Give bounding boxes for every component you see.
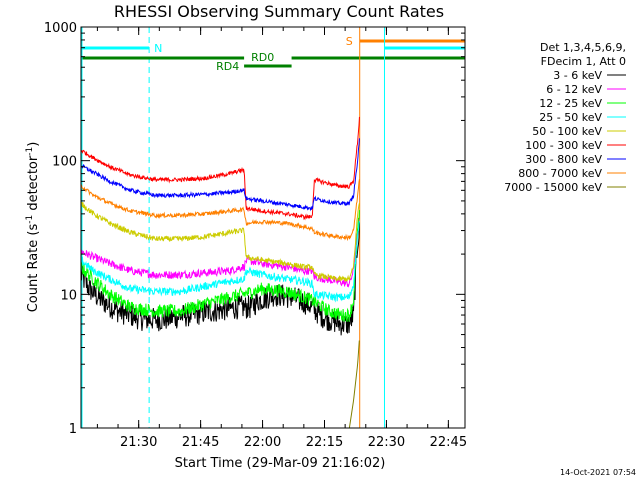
x-tick-label: 21:45 bbox=[182, 435, 219, 450]
y-tick-label: 100 bbox=[52, 155, 77, 170]
legend-entry-label: 6 - 12 keV bbox=[546, 83, 602, 96]
state-label-s: S bbox=[346, 35, 353, 48]
legend-entry-label: 25 - 50 keV bbox=[539, 111, 602, 124]
chart-title: RHESSI Observing Summary Count Rates bbox=[114, 2, 444, 21]
legend: Det 1,3,4,5,6,9, FDecim 1, Att 0 3 - 6 k… bbox=[504, 41, 626, 194]
plot-frame bbox=[80, 26, 466, 429]
series-line-7 bbox=[81, 179, 360, 242]
x-axis-label: Start Time (29-Mar-09 21:16:02) bbox=[175, 456, 386, 471]
y-axis-label: Count Rate (s-1 detector-1) bbox=[25, 142, 41, 313]
legend-entry-label: 100 - 300 keV bbox=[525, 139, 602, 152]
x-tick-label: 22:15 bbox=[306, 435, 343, 450]
series-line-4 bbox=[81, 201, 360, 282]
legend-entry-label: 12 - 25 keV bbox=[539, 97, 602, 110]
instrument-state-bars: N S RD0 RD4 bbox=[81, 27, 466, 428]
series-line-5 bbox=[81, 116, 360, 221]
state-label-rd4: RD4 bbox=[216, 60, 239, 73]
series-line-1 bbox=[81, 218, 360, 288]
series-line-8 bbox=[348, 340, 360, 428]
y-tick-label: 1 bbox=[69, 422, 77, 437]
legend-header-line-1: Det 1,3,4,5,6,9, bbox=[540, 41, 626, 54]
x-tick-label: 21:30 bbox=[120, 435, 157, 450]
timestamp: 14-Oct-2021 07:54 bbox=[560, 468, 636, 477]
series-line-6 bbox=[81, 138, 360, 212]
y-axis: 1 10 100 1000 bbox=[44, 21, 465, 437]
x-axis: 21:30 21:45 22:00 22:15 22:30 22:45 bbox=[96, 27, 467, 450]
legend-entry-label: 50 - 100 keV bbox=[532, 125, 602, 138]
x-tick-label: 22:30 bbox=[368, 435, 405, 450]
series-line-0 bbox=[81, 222, 360, 336]
series-layer bbox=[81, 116, 360, 428]
legend-entry-label: 3 - 6 keV bbox=[553, 69, 602, 82]
legend-header-line-2: FDecim 1, Att 0 bbox=[541, 55, 626, 68]
legend-entry-label: 300 - 800 keV bbox=[525, 153, 602, 166]
y-tick-label: 10 bbox=[60, 288, 77, 303]
legend-entry-label: 800 - 7000 keV bbox=[518, 167, 602, 180]
legend-entry-label: 7000 - 15000 keV bbox=[504, 181, 602, 194]
state-label-rd0: RD0 bbox=[251, 51, 274, 64]
series-line-3 bbox=[81, 220, 360, 303]
state-label-n: N bbox=[154, 42, 162, 55]
x-tick-label: 22:45 bbox=[430, 435, 467, 450]
x-tick-label: 22:00 bbox=[244, 435, 281, 450]
y-tick-label: 1000 bbox=[44, 21, 77, 36]
series-line-2 bbox=[81, 210, 360, 322]
